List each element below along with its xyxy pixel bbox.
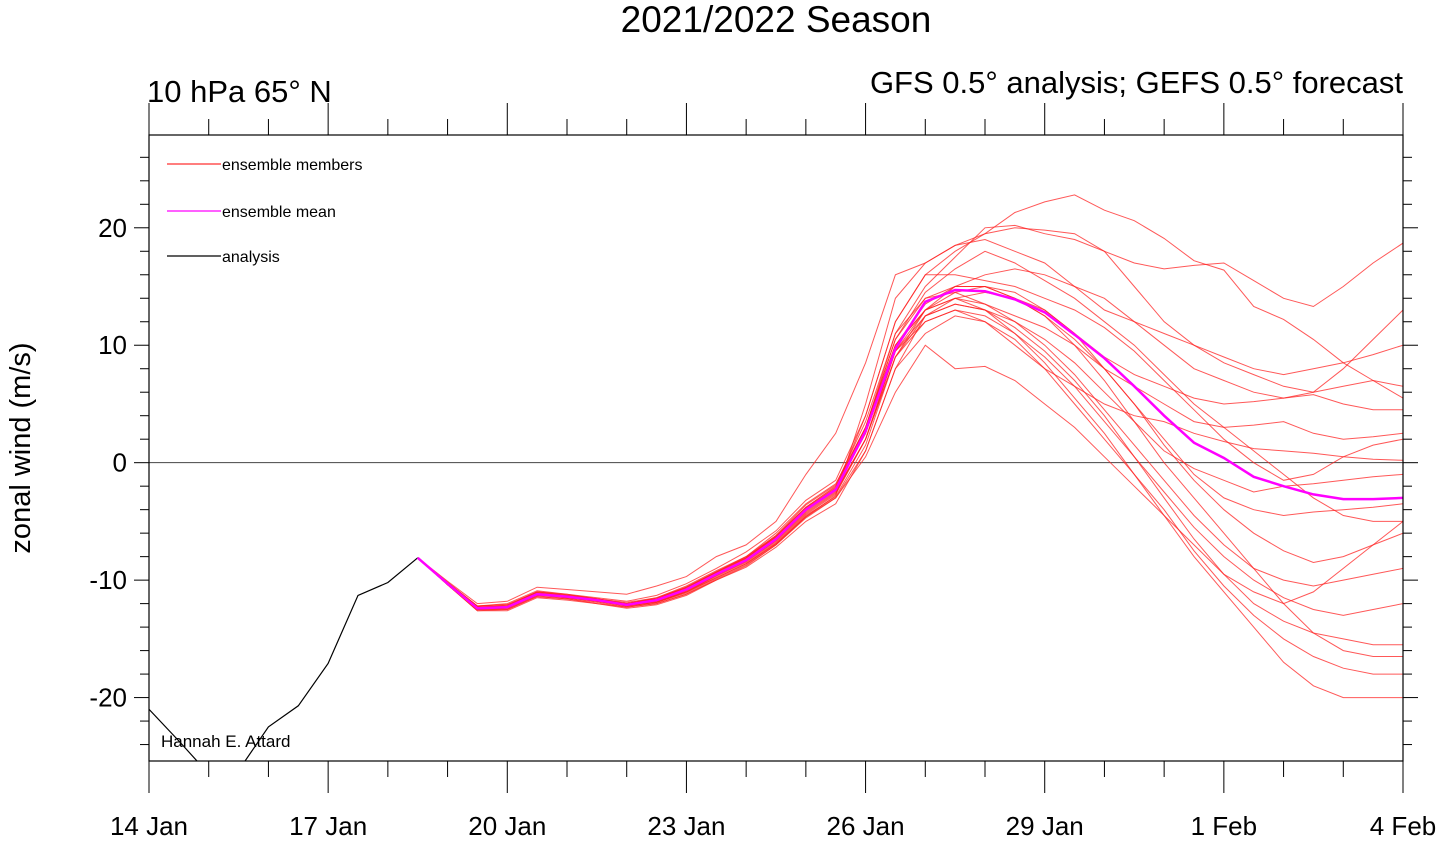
y-tick-label: -10 bbox=[89, 565, 127, 595]
ensemble-member-line bbox=[417, 285, 1403, 608]
ensemble-member-line bbox=[417, 268, 1403, 609]
legend: ensemble members ensemble mean analysis bbox=[167, 157, 363, 266]
axis-ticks: 14 Jan 17 Jan 20 Jan 23 Jan 26 Jan 29 Jan 1 Fe… bbox=[89, 103, 1437, 841]
left-subtitle: 10 hPa 65° N bbox=[147, 74, 332, 109]
x-tick-label: 29 Jan bbox=[1006, 811, 1084, 838]
chart-title: 2021/2022 Season bbox=[621, 0, 932, 40]
x-tick-label: 23 Jan bbox=[647, 811, 725, 838]
x-tick-label: 26 Jan bbox=[827, 811, 905, 838]
x-tick-label: 20 Jan bbox=[468, 811, 546, 838]
x-tick-label: 14 Jan bbox=[110, 811, 188, 838]
ensemble-member-line bbox=[417, 303, 1403, 611]
ensemble-member-line bbox=[417, 291, 1403, 612]
y-tick-label: 20 bbox=[98, 213, 127, 243]
ensemble-member-line bbox=[417, 297, 1403, 699]
legend-label: ensemble members bbox=[222, 157, 363, 174]
y-tick-label: 0 bbox=[113, 448, 127, 478]
x-tick-label: 17 Jan bbox=[289, 811, 367, 838]
x-tick-label: 1 Feb bbox=[1191, 811, 1258, 838]
right-subtitle: GFS 0.5° analysis; GEFS 0.5° forecast bbox=[870, 65, 1403, 100]
ensemble-member-line bbox=[417, 250, 1403, 609]
analysis-line bbox=[149, 557, 419, 761]
y-tick-label: 10 bbox=[98, 330, 127, 360]
ensemble-member-line bbox=[417, 194, 1403, 610]
ensemble-member-line bbox=[417, 315, 1403, 675]
ensemble-member-line bbox=[417, 227, 1403, 607]
legend-label: ensemble mean bbox=[222, 204, 336, 221]
ensemble-mean-line bbox=[416, 288, 1403, 610]
plot-frame bbox=[148, 134, 1404, 762]
ensemble-member-line bbox=[417, 286, 1403, 609]
ensemble-member-line bbox=[417, 238, 1403, 605]
legend-label: analysis bbox=[222, 249, 280, 266]
y-tick-label: -20 bbox=[89, 683, 127, 713]
y-axis-label: zonal wind (m/s) bbox=[5, 342, 37, 553]
credit-text: Hannah E. Attard bbox=[161, 732, 290, 751]
x-tick-label: 4 Feb bbox=[1370, 811, 1437, 838]
ensemble-member-line bbox=[417, 224, 1403, 608]
ensemble-member-line bbox=[417, 309, 1403, 609]
series-group bbox=[149, 194, 1403, 761]
